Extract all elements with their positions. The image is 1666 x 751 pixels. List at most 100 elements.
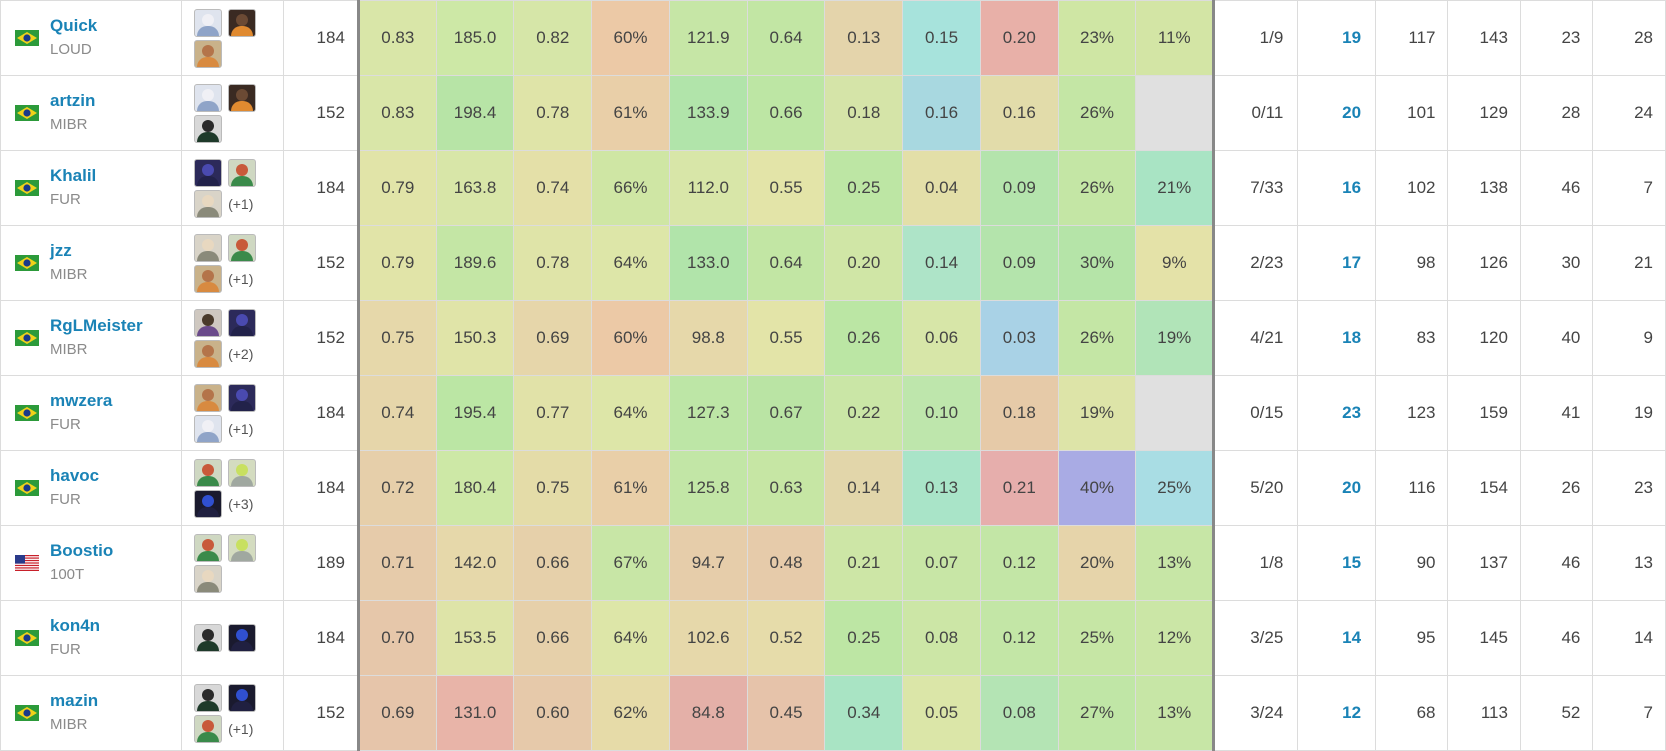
stat-cell: 133.0 bbox=[668, 225, 748, 301]
kills: 102 bbox=[1375, 150, 1449, 226]
player-cell: Quick LOUD bbox=[0, 0, 183, 76]
player-cell: kon4n FUR bbox=[0, 600, 183, 676]
brazil-flag-icon bbox=[15, 480, 39, 496]
player-name-link[interactable]: kon4n bbox=[50, 616, 101, 635]
stat-cell: 9% bbox=[1135, 225, 1216, 301]
stat-cell: 0.78 bbox=[513, 75, 593, 151]
stat-cell: 0.12 bbox=[979, 600, 1059, 676]
stat-cell: 26% bbox=[1057, 150, 1137, 226]
agent-skye-icon bbox=[194, 458, 223, 487]
stat-cell: 0.55 bbox=[746, 300, 826, 376]
stat-cell: 0.20 bbox=[824, 225, 904, 301]
agent-skye-icon bbox=[228, 158, 257, 187]
extra-agents-count: (+1) bbox=[228, 270, 254, 287]
assists: 40 bbox=[1519, 300, 1594, 376]
stat-cell: 133.9 bbox=[668, 75, 748, 151]
max-kills: 19 bbox=[1297, 0, 1377, 76]
brazil-flag-icon bbox=[15, 330, 39, 346]
stat-cell: 61% bbox=[591, 75, 670, 151]
stat-cell: 98.8 bbox=[668, 300, 748, 376]
table-row: Quick LOUD 184 0.83 185.0 0.82 60% 121.9 0.64 0.1… bbox=[0, 0, 1666, 76]
first-kills: 28 bbox=[1592, 0, 1666, 76]
max-kills: 16 bbox=[1297, 150, 1377, 226]
stat-cell: 0.26 bbox=[824, 300, 904, 376]
stat-cell: 61% bbox=[591, 450, 670, 526]
table-row: havoc FUR (+3) 184 0.72 180.4 0.75 61% 125.8 0.63… bbox=[0, 450, 1666, 526]
stat-cell: 121.9 bbox=[668, 0, 748, 76]
max-kills: 20 bbox=[1297, 75, 1377, 151]
player-name-link[interactable]: RgLMeister bbox=[50, 316, 143, 335]
stat-cell: 153.5 bbox=[435, 600, 515, 676]
first-kills: 14 bbox=[1592, 600, 1666, 676]
stat-cell: 0.21 bbox=[824, 525, 904, 601]
agent-sova-icon bbox=[194, 189, 223, 218]
player-name-link[interactable]: mazin bbox=[50, 691, 99, 710]
kills: 117 bbox=[1375, 0, 1449, 76]
stat-cell: 0.09 bbox=[979, 225, 1059, 301]
player-team: MIBR bbox=[50, 116, 88, 133]
agent-neon-icon bbox=[194, 489, 223, 518]
stat-cell: 0.34 bbox=[824, 675, 904, 751]
brazil-flag-icon bbox=[15, 705, 39, 721]
player-name-link[interactable]: Quick bbox=[50, 16, 98, 35]
stat-cell: 127.3 bbox=[668, 375, 748, 451]
assists: 46 bbox=[1519, 600, 1594, 676]
stat-cell: 0.14 bbox=[824, 450, 904, 526]
brazil-flag-icon bbox=[15, 405, 39, 421]
stat-cell: 0.16 bbox=[902, 75, 981, 151]
stat-cell: 0.83 bbox=[356, 0, 437, 76]
agent-omen-icon bbox=[228, 308, 257, 337]
stat-cell: 26% bbox=[1057, 300, 1137, 376]
agent-raze-icon bbox=[228, 8, 257, 37]
rounds-played: 184 bbox=[283, 600, 359, 676]
player-name-link[interactable]: jzz bbox=[50, 241, 72, 260]
max-kills: 14 bbox=[1297, 600, 1377, 676]
player-name-link[interactable]: Khalil bbox=[50, 166, 97, 185]
max-kills: 20 bbox=[1297, 450, 1377, 526]
stat-cell: 20% bbox=[1057, 525, 1137, 601]
stat-cell: 0.13 bbox=[902, 450, 981, 526]
rounds-played: 184 bbox=[283, 0, 359, 76]
agent-skye-icon bbox=[228, 233, 257, 262]
stat-cell: 0.08 bbox=[902, 600, 981, 676]
max-kills: 23 bbox=[1297, 375, 1377, 451]
stat-cell: 0.75 bbox=[513, 450, 593, 526]
clutch-ratio: 0/15 bbox=[1213, 375, 1299, 451]
deaths: 113 bbox=[1447, 675, 1521, 751]
deaths: 120 bbox=[1447, 300, 1521, 376]
clutch-ratio: 3/24 bbox=[1213, 675, 1299, 751]
player-cell: Boostio 100T bbox=[0, 525, 183, 601]
agent-breach-icon bbox=[194, 383, 223, 412]
first-kills: 7 bbox=[1592, 150, 1666, 226]
stat-cell: 0.69 bbox=[513, 300, 593, 376]
max-kills: 17 bbox=[1297, 225, 1377, 301]
extra-agents-count: (+1) bbox=[228, 420, 254, 437]
player-name-link[interactable]: Boostio bbox=[50, 541, 114, 560]
agent-viper-icon bbox=[194, 624, 223, 652]
agent-skye-icon bbox=[194, 533, 223, 562]
stat-cell: 19% bbox=[1135, 300, 1216, 376]
stat-cell: 0.66 bbox=[746, 75, 826, 151]
stat-cell: 125.8 bbox=[668, 450, 748, 526]
first-kills: 21 bbox=[1592, 225, 1666, 301]
player-name-link[interactable]: mwzera bbox=[50, 391, 113, 410]
stat-cell: 0.14 bbox=[902, 225, 981, 301]
player-cell: jzz MIBR bbox=[0, 225, 183, 301]
agent-breach-icon bbox=[194, 39, 223, 68]
player-name-link[interactable]: artzin bbox=[50, 91, 96, 110]
player-name-link[interactable]: havoc bbox=[50, 466, 100, 485]
assists: 41 bbox=[1519, 375, 1594, 451]
clutch-ratio: 0/11 bbox=[1213, 75, 1299, 151]
stat-cell: 0.21 bbox=[979, 450, 1059, 526]
player-cell: Khalil FUR bbox=[0, 150, 183, 226]
stat-cell: 64% bbox=[591, 225, 670, 301]
brazil-flag-icon bbox=[15, 180, 39, 196]
clutch-ratio: 4/21 bbox=[1213, 300, 1299, 376]
stat-cell: 0.79 bbox=[356, 225, 437, 301]
stat-cell: 62% bbox=[591, 675, 670, 751]
first-kills: 23 bbox=[1592, 450, 1666, 526]
agent-breach-icon bbox=[194, 339, 223, 368]
stat-cell: 0.09 bbox=[979, 150, 1059, 226]
first-kills: 9 bbox=[1592, 300, 1666, 376]
agent-skye-icon bbox=[194, 714, 223, 743]
